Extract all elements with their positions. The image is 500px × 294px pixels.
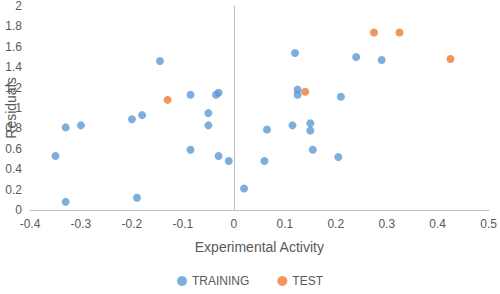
svg-text:Experimental Activity: Experimental Activity — [195, 239, 324, 255]
svg-text:0.6: 0.6 — [5, 142, 22, 156]
svg-text:0.4: 0.4 — [429, 217, 446, 231]
svg-text:-0.4: -0.4 — [20, 217, 41, 231]
svg-text:TEST: TEST — [292, 274, 323, 288]
svg-text:1: 1 — [15, 101, 22, 115]
svg-text:0.1: 0.1 — [276, 217, 293, 231]
svg-text:2: 2 — [15, 0, 22, 13]
svg-text:-0.3: -0.3 — [71, 217, 92, 231]
svg-text:0.5: 0.5 — [480, 217, 497, 231]
svg-text:1.6: 1.6 — [5, 40, 22, 54]
svg-text:0.2: 0.2 — [5, 183, 22, 197]
svg-text:0.4: 0.4 — [5, 162, 22, 176]
svg-text:-0.1: -0.1 — [173, 217, 194, 231]
svg-text:0.8: 0.8 — [5, 121, 22, 135]
svg-text:0: 0 — [15, 203, 22, 217]
svg-text:1.2: 1.2 — [5, 81, 22, 95]
svg-text:1.4: 1.4 — [5, 60, 22, 74]
svg-text:-0.2: -0.2 — [122, 217, 143, 231]
svg-text:0: 0 — [231, 217, 238, 231]
svg-text:0.3: 0.3 — [378, 217, 395, 231]
svg-text:0.2: 0.2 — [327, 217, 344, 231]
svg-text:TRAINING: TRAINING — [192, 274, 249, 288]
svg-text:1.8: 1.8 — [5, 19, 22, 33]
